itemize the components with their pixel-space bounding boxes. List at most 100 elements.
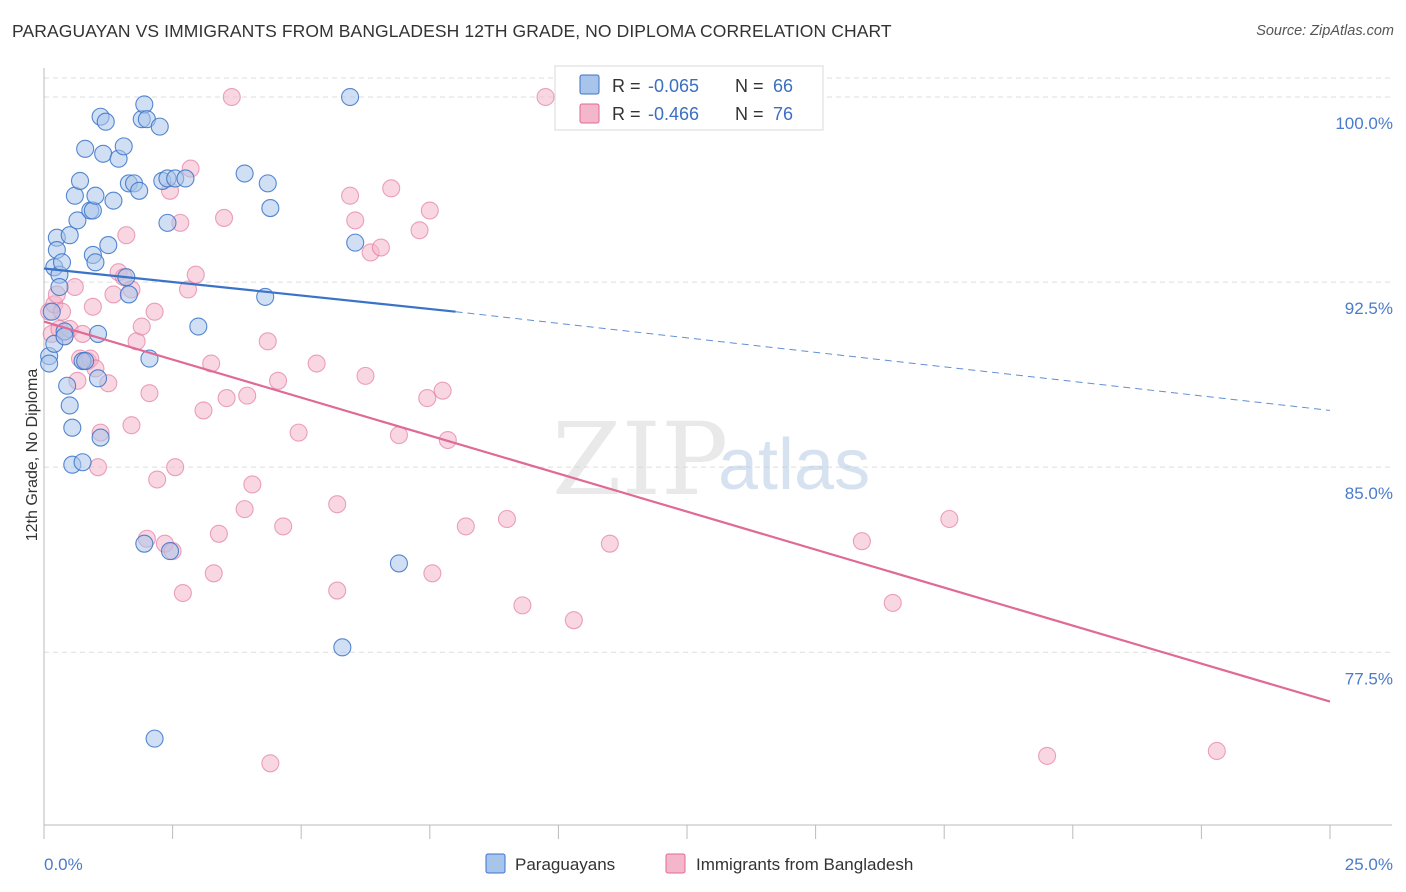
point-bangladesh [88,458,108,477]
legend-label-paraguayans: Paraguayans [515,855,615,874]
point-paraguayans [91,428,110,447]
point-bangladesh [194,401,213,420]
point-paraguayans [52,253,72,272]
point-paraguayans [94,144,113,163]
point-bangladesh [214,208,234,227]
y-tick-label: 85.0% [1345,484,1393,503]
point-bangladesh [940,509,959,529]
series-legend: Paraguayans Immigrants from Bangladesh [485,853,913,874]
point-paraguayans [76,139,95,158]
point-paraguayans [60,396,79,415]
point-paraguayans [50,277,69,297]
point-paraguayans [114,137,133,156]
point-paraguayans [73,453,92,472]
watermark-atlas: atlas [718,425,870,505]
point-bangladesh [497,509,517,529]
point-paraguayans [135,95,154,114]
point-paraguayans [333,638,352,657]
point-paraguayans [346,233,365,252]
point-bangladesh [433,381,452,400]
watermark: ZIP atlas [552,401,870,518]
point-paraguayans [63,418,82,437]
point-bangladesh [178,280,198,299]
x-tick-labels: 0.0% 25.0% [44,855,1393,874]
point-bangladesh [258,332,277,351]
point-paraguayans [68,211,87,230]
legend-n-value-bangladesh: 76 [773,104,793,124]
trend-line-paraguayans-extension [455,311,1331,411]
legend-swatch-paraguayans [485,853,506,874]
point-bangladesh [456,517,475,536]
y-tick-label: 77.5% [1345,669,1393,688]
grid-lines [44,77,1392,653]
point-bangladesh [104,285,123,304]
legend-n-label: N = [735,76,764,96]
point-bangladesh [1038,746,1057,765]
point-bangladesh [420,201,439,220]
point-bangladesh [269,371,288,390]
point-bangladesh [328,581,347,600]
point-bangladesh [140,384,159,403]
trend-line-paraguayans [43,267,456,313]
correlation-legend: R = -0.065 N = 66 R = -0.466 N = 76 [554,65,824,131]
point-bangladesh [564,611,583,630]
point-bangladesh [117,226,136,245]
legend-n-label: N = [735,104,764,124]
point-bangladesh [243,475,262,494]
legend-swatch-bangladesh [579,103,600,124]
point-bangladesh [274,517,293,536]
trend-line-bangladesh [43,320,1331,703]
point-bangladesh [1207,741,1226,761]
point-bangladesh [122,416,141,435]
x-tick-label: 25.0% [1345,855,1393,874]
point-paraguayans [86,253,105,272]
y-tick-labels: 77.5% 85.0% 92.5% 100.0% [1335,114,1393,688]
legend-swatch-bangladesh [665,853,686,874]
point-paraguayans [99,236,118,255]
point-paraguayans [60,226,79,245]
point-bangladesh [132,317,151,336]
point-bangladesh [235,500,254,519]
point-bangladesh [328,495,347,514]
point-paraguayans [96,112,115,131]
y-axis-title: 12th Grade, No Diploma [24,369,41,542]
point-bangladesh [883,593,902,612]
point-paraguayans [135,534,154,553]
point-paraguayans [70,171,90,190]
series-paraguayans-points [40,87,408,748]
point-paraguayans [176,169,195,188]
legend-n-value-paraguayans: 66 [773,76,793,96]
point-paraguayans [158,213,177,232]
point-bangladesh [371,238,390,257]
point-bangladesh [341,186,360,205]
point-bangladesh [410,221,429,240]
point-bangladesh [261,754,280,773]
point-paraguayans [86,186,105,205]
legend-r-label: R = [612,104,641,124]
legend-swatch-paraguayans [579,74,600,95]
x-tick-label: 0.0% [44,855,83,874]
point-bangladesh [238,386,257,405]
legend-r-value-paraguayans: -0.065 [648,76,699,96]
point-paraguayans [235,164,254,183]
point-bangladesh [145,302,164,321]
point-bangladesh [204,564,223,583]
point-bangladesh [382,179,401,198]
point-bangladesh [307,354,326,373]
chart-source: Source: ZipAtlas.com [1256,23,1394,39]
point-paraguayans [189,317,208,336]
point-bangladesh [346,211,365,230]
y-tick-label: 92.5% [1345,299,1393,318]
point-bangladesh [513,596,532,615]
point-bangladesh [536,87,555,107]
point-paraguayans [40,354,59,373]
point-paraguayans [104,191,123,210]
point-paraguayans [119,285,138,304]
point-paraguayans [258,174,277,193]
point-bangladesh [166,458,185,477]
legend-r-value-bangladesh: -0.466 [648,104,699,124]
series-bangladesh-points [40,87,1226,773]
watermark-zip: ZIP [552,401,728,518]
point-bangladesh [148,470,167,489]
